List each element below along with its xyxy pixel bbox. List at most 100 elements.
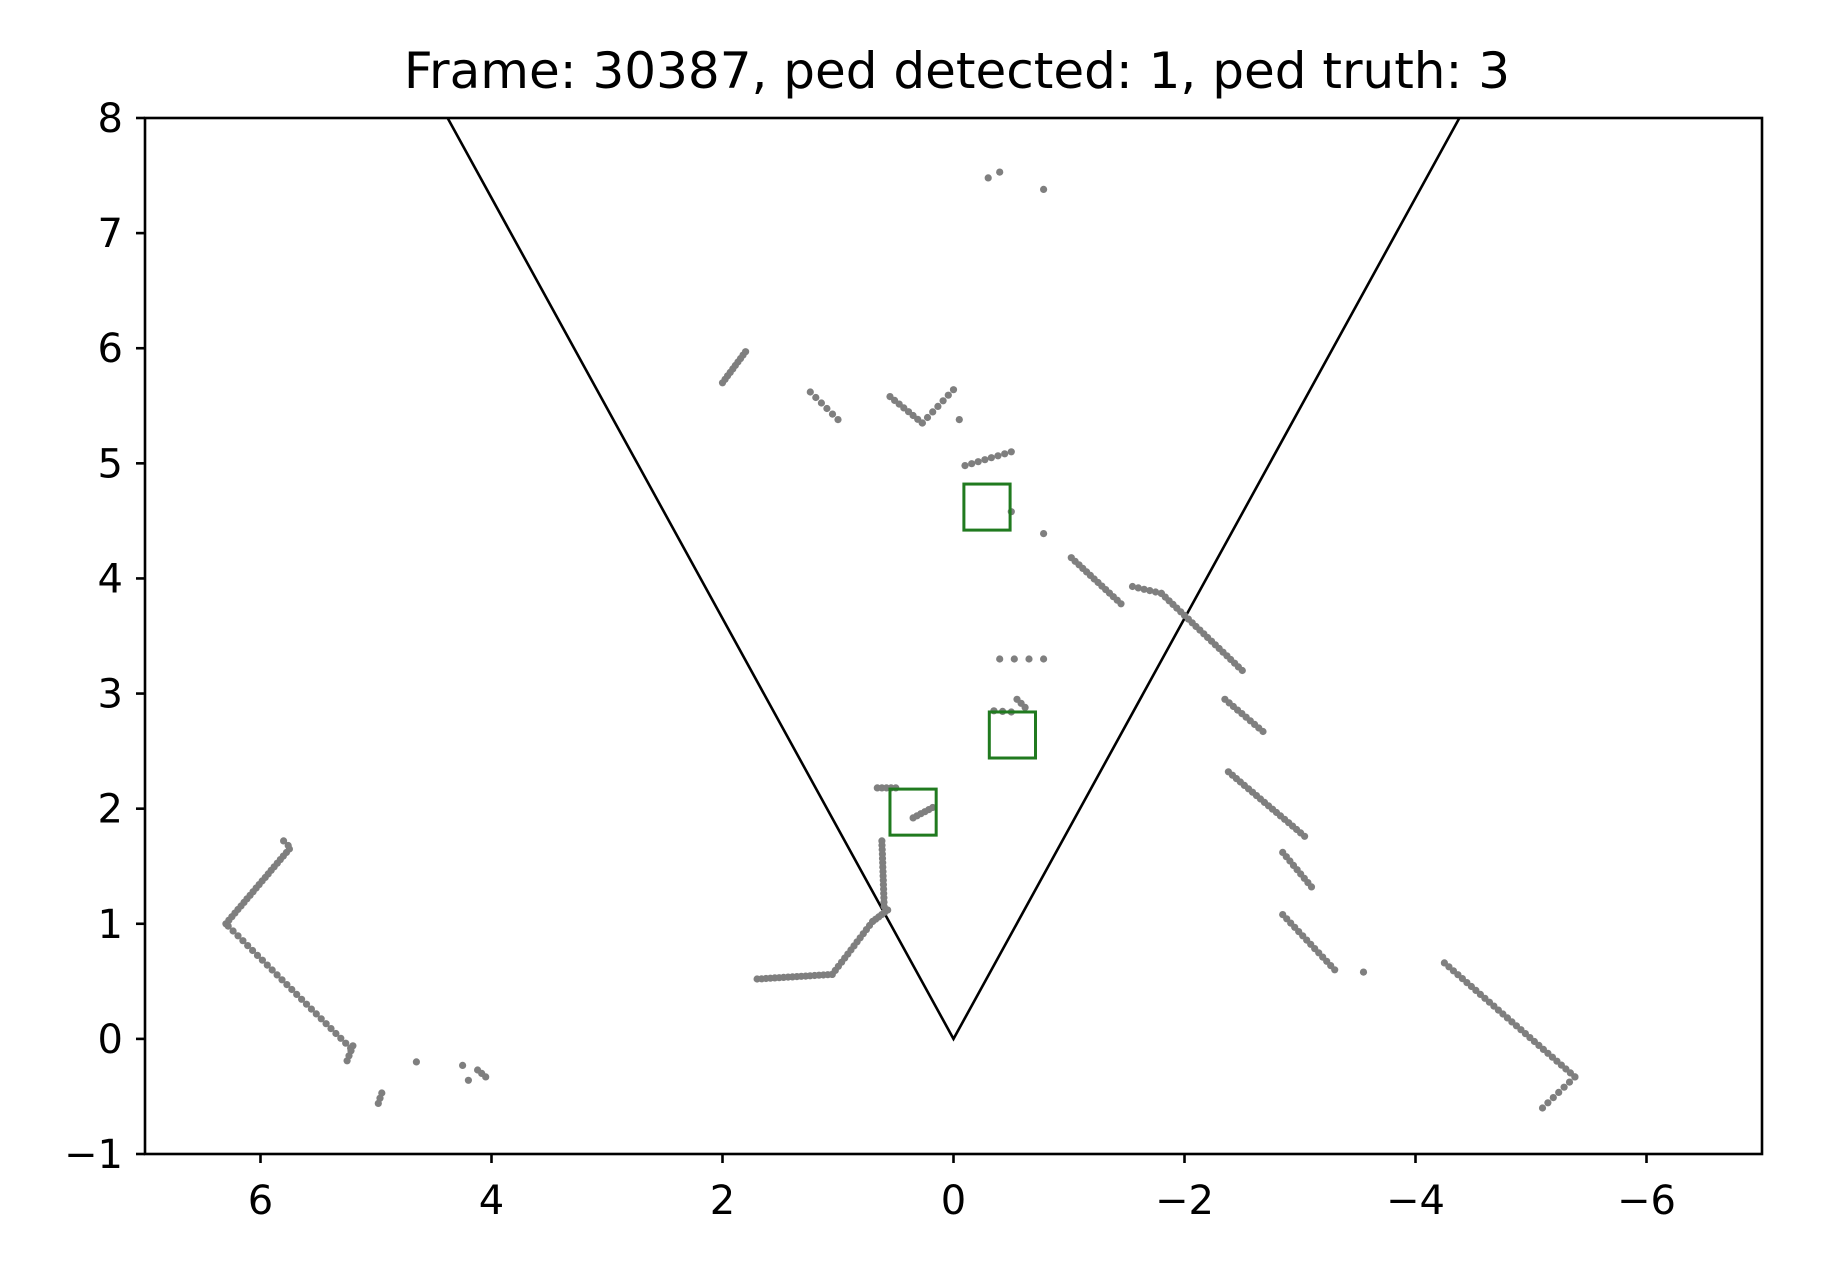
scan-point — [459, 1061, 467, 1069]
scan-point — [1007, 448, 1015, 456]
scan-point — [1555, 1088, 1563, 1096]
scan-point — [1117, 600, 1125, 608]
scan-point — [1040, 185, 1048, 193]
scan-point — [1301, 832, 1309, 840]
scan-point — [994, 452, 1002, 460]
detection-box — [888, 787, 938, 837]
detection-box — [962, 482, 1012, 532]
scan-points-layer — [222, 168, 1579, 1112]
scan-point — [464, 1076, 472, 1084]
y-axis: 8 7 6 5 4 3 2 1 0 −1 — [64, 96, 145, 1178]
field-of-view-line — [446, 117, 1461, 1042]
scan-point — [280, 837, 288, 845]
scan-point — [229, 927, 237, 935]
scan-point — [1040, 655, 1048, 663]
scan-point — [742, 348, 750, 356]
scan-point — [996, 655, 1004, 663]
x-tick-label: 0 — [941, 1178, 966, 1224]
scan-point — [996, 168, 1004, 176]
scan-point — [944, 391, 952, 399]
y-tick-label: 6 — [98, 326, 123, 372]
x-axis: 6 4 2 0 −2 −4 −6 — [248, 1154, 1676, 1224]
y-tick-label: 1 — [98, 902, 123, 948]
scan-point — [284, 841, 292, 850]
scan-point — [1359, 968, 1368, 976]
scan-point — [1128, 582, 1137, 591]
scan-point — [332, 1029, 340, 1038]
y-tick-label: −1 — [64, 1132, 123, 1178]
scan-point — [1549, 1094, 1557, 1102]
scan-point — [273, 971, 281, 979]
scan-point — [984, 174, 992, 182]
scan-point — [293, 990, 301, 999]
scan-point — [1025, 655, 1033, 663]
scan-point — [337, 1034, 345, 1042]
scan-point — [974, 458, 982, 466]
scan-point — [253, 951, 262, 960]
scan-point — [249, 946, 257, 955]
scan-point — [244, 942, 252, 950]
scan-point — [949, 386, 958, 394]
scan-point — [1140, 585, 1148, 593]
scan-point — [343, 1057, 351, 1065]
scan-point — [412, 1058, 420, 1066]
scan-point — [278, 976, 286, 984]
scan-point — [929, 803, 937, 812]
scan-point — [968, 460, 976, 468]
detection-box — [987, 710, 1038, 760]
field-of-view-layer — [446, 117, 1461, 1042]
scan-point — [987, 454, 996, 462]
scan-point — [1538, 1104, 1547, 1112]
scan-point — [298, 995, 306, 1003]
scan-point — [1331, 966, 1339, 974]
scan-point — [302, 1000, 311, 1008]
x-tick-label: −4 — [1386, 1178, 1445, 1224]
scan-point — [817, 399, 826, 407]
scan-point — [1238, 666, 1246, 675]
scan-point — [812, 393, 820, 402]
x-tick-label: 6 — [248, 1178, 273, 1224]
scan-point — [258, 956, 266, 964]
y-tick-label: 2 — [98, 787, 123, 833]
scan-point — [1001, 450, 1009, 458]
scan-point — [823, 404, 831, 413]
scan-point — [234, 932, 242, 940]
scan-point — [268, 966, 276, 974]
scan-point — [1307, 883, 1316, 891]
scan-point — [283, 981, 291, 989]
scan-point — [307, 1005, 315, 1013]
scan-point — [312, 1010, 320, 1018]
scan-point — [961, 462, 969, 470]
scan-point — [1152, 588, 1160, 596]
y-tick-label: 4 — [98, 556, 123, 602]
scan-point — [1146, 587, 1154, 595]
scan-point — [1565, 1078, 1574, 1086]
x-tick-label: 4 — [479, 1178, 504, 1224]
scan-point — [1040, 530, 1048, 538]
scan-point — [482, 1073, 490, 1081]
scan-point — [1259, 727, 1267, 736]
scan-point — [1571, 1073, 1579, 1081]
x-tick-label: −2 — [1155, 1178, 1214, 1224]
scan-point — [918, 419, 926, 427]
plot-frame — [143, 116, 1764, 1156]
y-tick-label: 5 — [98, 441, 123, 487]
y-tick-label: 7 — [98, 211, 123, 257]
detection-boxes-layer — [888, 482, 1038, 837]
scan-point — [1010, 655, 1018, 663]
y-tick-label: 0 — [98, 1017, 123, 1063]
y-tick-label: 8 — [98, 96, 123, 142]
scan-point — [1021, 703, 1029, 712]
scan-point — [923, 413, 932, 422]
scan-point — [288, 985, 296, 994]
scan-point — [322, 1020, 330, 1028]
scan-point — [374, 1099, 382, 1107]
y-tick-label: 3 — [98, 672, 123, 718]
scan-point — [955, 416, 963, 424]
scan-point — [806, 388, 814, 396]
scan-point — [317, 1015, 325, 1023]
scan-point — [239, 937, 247, 945]
scan-point — [1134, 584, 1142, 592]
scan-point — [939, 397, 947, 405]
